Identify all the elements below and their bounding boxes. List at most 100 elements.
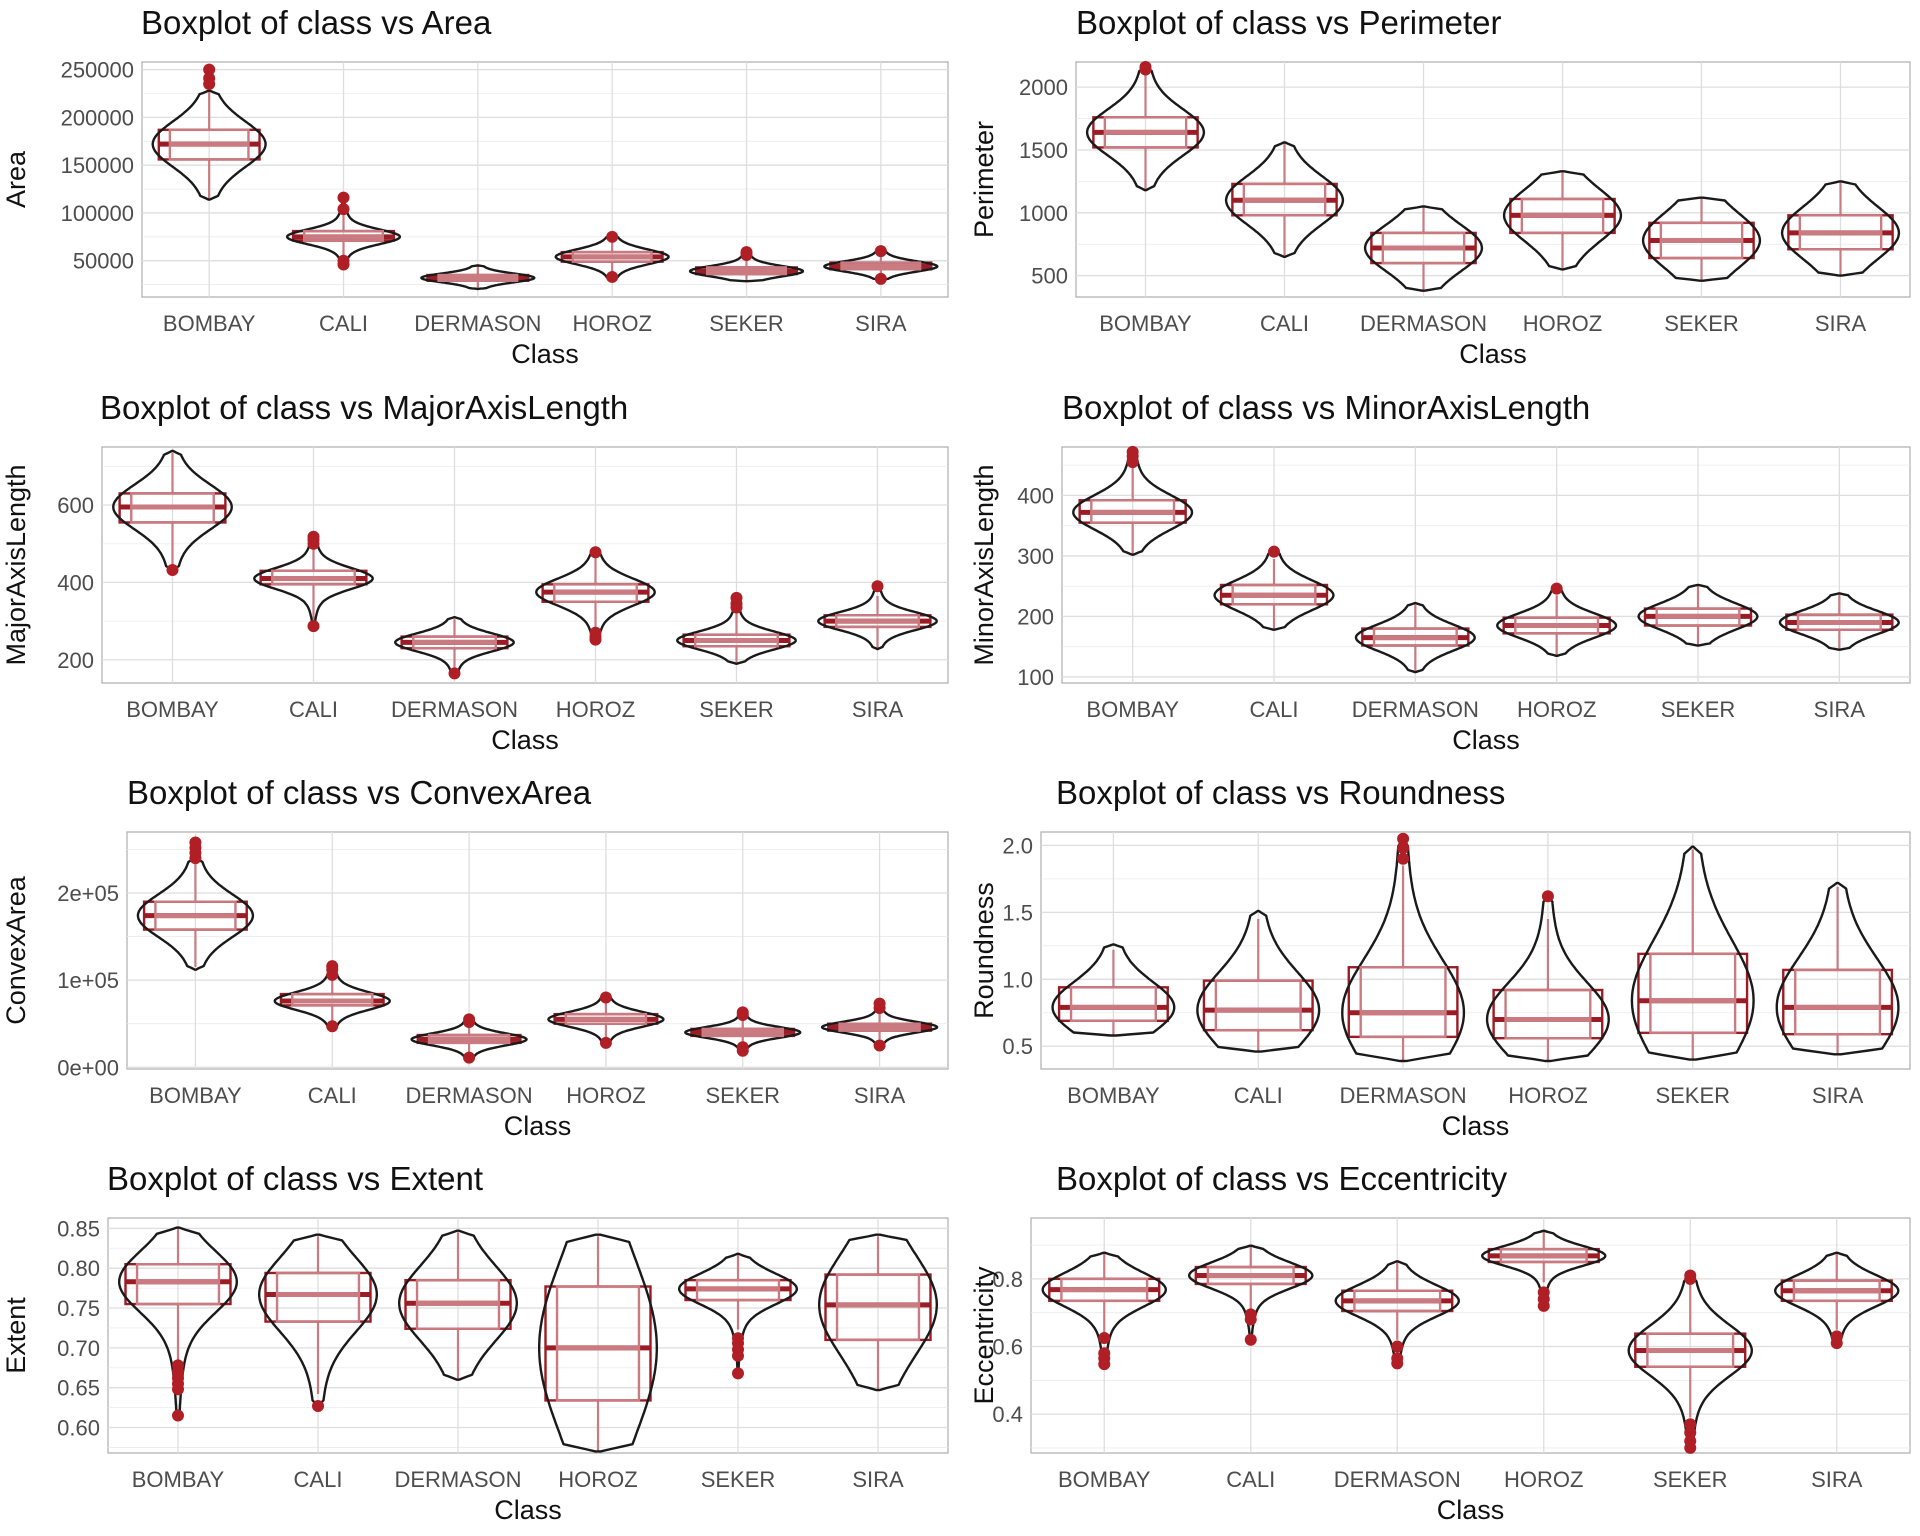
inner-box — [1794, 968, 1882, 1036]
outlier-point — [1550, 582, 1563, 595]
violin — [678, 1252, 798, 1375]
x-tick-label: SEKER — [1664, 311, 1739, 336]
outlier-point — [606, 270, 619, 283]
violin — [151, 89, 267, 201]
chart-title: Boxplot of class vs Extent — [107, 1160, 483, 1197]
outlier-point — [736, 1041, 749, 1054]
violin — [1502, 170, 1623, 271]
x-tick-label: SIRA — [854, 1083, 906, 1108]
x-tick-label: BOMBAY — [1099, 311, 1192, 336]
x-tick-label: SEKER — [1661, 697, 1736, 722]
outlier-point — [172, 1359, 184, 1372]
x-tick-label: SIRA — [1815, 311, 1867, 336]
outlier-point — [1268, 545, 1280, 558]
outlier-point — [1098, 1332, 1111, 1345]
plot-area — [126, 831, 949, 1070]
outlier-point — [1397, 842, 1410, 855]
y-tick-label: 100000 — [61, 201, 134, 226]
outlier-point — [1830, 1330, 1843, 1343]
x-tick-label: BOMBAY — [1067, 1083, 1160, 1108]
violin — [1196, 909, 1321, 1053]
outlier-point — [312, 1400, 324, 1412]
box-seker — [688, 246, 805, 283]
x-tick-label: BOMBAY — [1086, 697, 1179, 722]
outlier-point — [732, 1332, 744, 1345]
x-tick-label: SEKER — [699, 697, 774, 722]
inner-box — [1504, 988, 1592, 1040]
x-axis-title: Class — [1459, 339, 1527, 369]
box-horoz — [1481, 1229, 1607, 1312]
x-axis-title: Class — [1452, 725, 1520, 755]
x-tick-label: BOMBAY — [149, 1083, 242, 1108]
box-dermason — [1341, 832, 1466, 1063]
violin — [818, 1233, 938, 1392]
chart-panel-4: 100 200 300 400 BOMBAY CALI DERMASON HOROZ SEKER… — [969, 389, 1911, 755]
box-horoz — [554, 230, 670, 283]
outlier-point — [189, 836, 202, 849]
x-axis-title: Class — [504, 1111, 572, 1141]
y-tick-label: 150000 — [61, 153, 134, 178]
box-sira — [818, 1233, 938, 1392]
x-axis-title: Class — [1437, 1495, 1505, 1525]
plot-area — [1075, 61, 1911, 298]
plot-area — [1040, 831, 1911, 1070]
violin — [1778, 592, 1900, 651]
x-tick-label: SEKER — [709, 311, 784, 336]
inner-box — [1359, 966, 1447, 1039]
x-tick-label: BOMBAY — [163, 311, 256, 336]
outlier-point — [606, 230, 619, 243]
inner-box — [1214, 979, 1302, 1032]
chart-title: Boxplot of class vs Area — [141, 4, 492, 41]
y-axis-title: Eccentricity — [969, 1266, 999, 1405]
violin — [1780, 180, 1901, 277]
outlier-point — [326, 1020, 339, 1033]
outlier-point — [1684, 1269, 1697, 1282]
box-bombay — [1041, 1251, 1167, 1371]
x-tick-label: SEKER — [1653, 1467, 1728, 1492]
x-tick-label: DERMASON — [394, 1467, 521, 1492]
plot-area — [101, 446, 949, 684]
x-tick-label: DERMASON — [406, 1083, 533, 1108]
x-tick-label: DERMASON — [1340, 1083, 1467, 1108]
x-tick-label: CALI — [1260, 311, 1309, 336]
inner-box — [1649, 952, 1737, 1035]
inner-box — [555, 1285, 641, 1402]
chart-title: Boxplot of class vs Perimeter — [1076, 4, 1502, 41]
chart-title: Boxplot of class vs MajorAxisLength — [100, 389, 628, 426]
y-tick-label: 1.0 — [1002, 967, 1033, 992]
chart-title: Boxplot of class vs MinorAxisLength — [1062, 389, 1590, 426]
outlier-point — [1397, 832, 1410, 845]
box-sira — [823, 245, 939, 285]
box-sira — [820, 997, 939, 1052]
outlier-point — [1684, 1418, 1697, 1431]
y-tick-label: 200 — [57, 648, 94, 673]
chart-panel-6: 0.5 1.0 1.5 2.0 BOMBAY CALI DERMASON HOROZ SEKER… — [969, 774, 1911, 1141]
y-tick-label: 500 — [1031, 264, 1068, 289]
outlier-point — [463, 1013, 476, 1026]
x-tick-label: HOROZ — [566, 1083, 645, 1108]
y-tick-label: 0.60 — [57, 1416, 100, 1441]
plot-area — [1030, 1217, 1911, 1454]
outlier-point — [874, 272, 887, 285]
x-tick-label: CALI — [1234, 1083, 1283, 1108]
box-cali — [273, 960, 391, 1033]
box-bombay — [136, 836, 255, 971]
x-tick-label: CALI — [1226, 1467, 1275, 1492]
box-bombay — [1085, 61, 1206, 192]
y-tick-label: 300 — [1017, 544, 1054, 569]
outlier-point — [1098, 1347, 1111, 1360]
box-dermason — [1363, 205, 1484, 292]
chart-panel-3: 200 400 600 BOMBAY CALI DERMASON HOROZ SEKER SIR… — [1, 389, 949, 755]
box-seker — [1630, 845, 1755, 1061]
box-cali — [253, 530, 374, 633]
box-seker — [676, 591, 797, 665]
x-tick-label: SIRA — [852, 697, 904, 722]
y-tick-label: 2e+05 — [57, 881, 119, 906]
violin — [1630, 845, 1755, 1061]
y-axis-title: MinorAxisLength — [969, 464, 999, 665]
y-tick-label: 0.8 — [992, 1267, 1023, 1292]
violin — [258, 1233, 378, 1408]
y-tick-label: 0.6 — [992, 1334, 1023, 1359]
outlier-point — [599, 991, 612, 1004]
y-tick-label: 1.5 — [1002, 900, 1033, 925]
